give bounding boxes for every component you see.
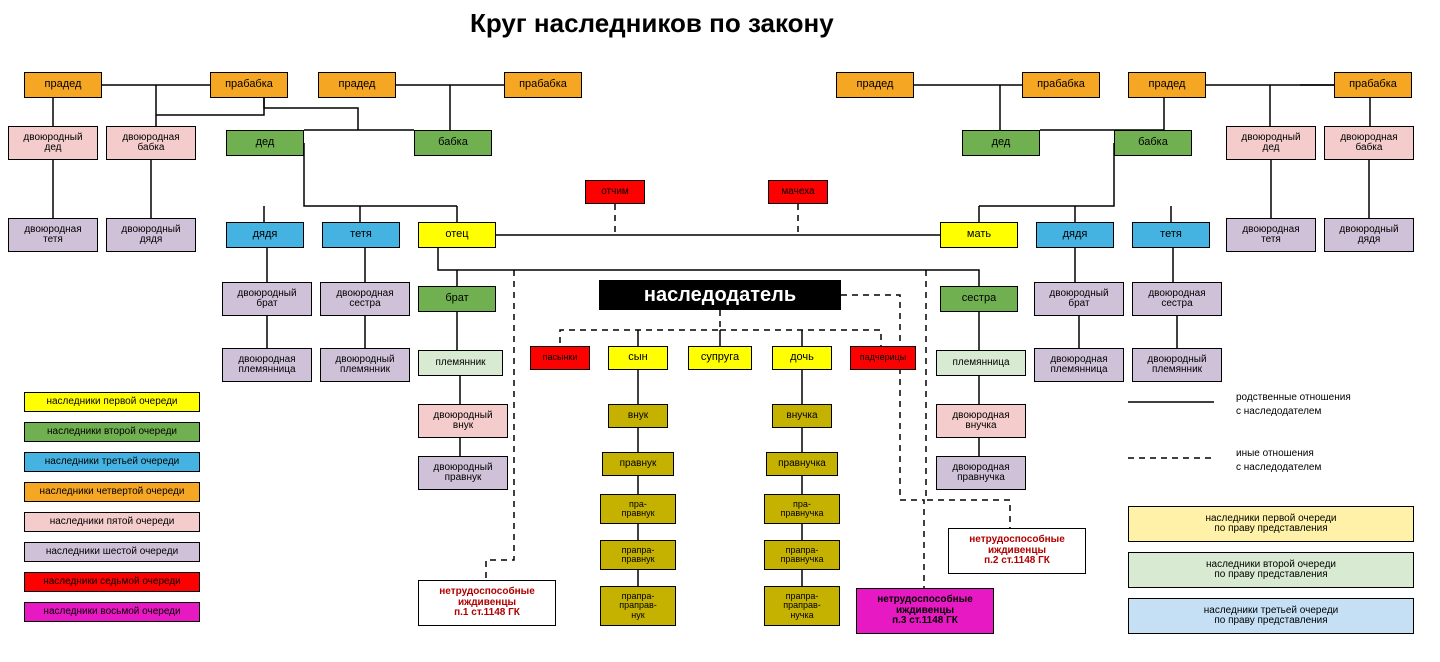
node-dt1: двоюроднаятетя <box>8 218 98 252</box>
node-ded1: дед <box>226 130 304 156</box>
edge-36 <box>560 310 720 346</box>
legend-right-0: наследники первой очередипо праву предст… <box>1128 506 1414 542</box>
node-sup: супруга <box>688 346 752 370</box>
node-p3b: прабабка <box>1022 72 1100 98</box>
legend-line-text-1-b: с наследодателем <box>1236 462 1321 473</box>
node-dya2: дядя <box>1036 222 1114 248</box>
node-p4a: прадед <box>1128 72 1206 98</box>
node-dya1: дядя <box>226 222 304 248</box>
node-pp2: пра-правнучка <box>764 494 840 524</box>
node-tet2: тетя <box>1132 222 1210 248</box>
node-plemn: племянница <box>936 350 1026 376</box>
node-iz3: нетрудоспособныеиждивенцып.3 ст.1148 ГК <box>856 588 994 634</box>
diagram-stage: { "title": {"text":"Круг наследников по … <box>0 0 1440 662</box>
legend-left-7: наследники восьмой очереди <box>24 602 200 622</box>
node-bab1: бабка <box>414 130 492 156</box>
node-dse2: двоюроднаясестра <box>1132 282 1222 316</box>
node-pppp1: прапра-праправ-нук <box>600 586 676 626</box>
node-dbr2: двоюродныйбрат <box>1034 282 1124 316</box>
edge-63 <box>841 295 924 588</box>
legend-line-text-1-a: иные отношения <box>1236 448 1314 459</box>
node-brat: брат <box>418 286 496 312</box>
node-ded2: дед <box>962 130 1040 156</box>
legend-left-5: наследники шестой очереди <box>24 542 200 562</box>
legend-line-text-0-a: родственные отношения <box>1236 392 1351 403</box>
node-db2: двоюроднаябабка <box>1324 126 1414 160</box>
node-syn: сын <box>608 346 668 370</box>
legend-left-6: наследники седьмой очереди <box>24 572 200 592</box>
node-pp1: пра-правнук <box>600 494 676 524</box>
node-ma: мачеха <box>768 180 828 204</box>
node-dpl1: двоюроднаяплемянница <box>222 348 312 382</box>
node-ppp2: прапра-правнучка <box>764 540 840 570</box>
node-dt2: двоюроднаятетя <box>1226 218 1316 252</box>
node-dple1: двоюродныйплемянник <box>320 348 410 382</box>
diagram-title: Круг наследников по закону <box>470 8 834 39</box>
node-p2a: прадед <box>318 72 396 98</box>
node-bab2: бабка <box>1114 130 1192 156</box>
node-vnuk: внук <box>608 404 668 428</box>
node-pas: пасынки <box>530 346 590 370</box>
edge-37 <box>720 330 881 346</box>
node-p1a: прадед <box>24 72 102 98</box>
legend-left-3: наследники четвертой очереди <box>24 482 200 502</box>
node-ddy1: двоюродныйдядя <box>106 218 196 252</box>
node-dpr: двоюродныйправнук <box>418 456 508 490</box>
node-iz1: нетрудоспособныеиждивенцып.1 ст.1148 ГК <box>418 580 556 626</box>
edge-5 <box>156 98 264 115</box>
node-doc: дочь <box>772 346 832 370</box>
node-dvn2: двоюроднаявнучка <box>936 404 1026 438</box>
node-ot: отчим <box>585 180 645 204</box>
legend-left-0: наследники первой очереди <box>24 392 200 412</box>
legend-right-2: наследники третьей очередипо праву предс… <box>1128 598 1414 634</box>
node-sest: сестра <box>940 286 1018 312</box>
legend-line-text-0-b: с наследодателем <box>1236 406 1321 417</box>
node-pppp2: прапра-праправ-нучка <box>764 586 840 626</box>
edge-7 <box>264 98 358 130</box>
node-iz2: нетрудоспособныеиждивенцып.2 ст.1148 ГК <box>948 528 1086 574</box>
node-dbr1: двоюродныйбрат <box>222 282 312 316</box>
node-ddy2: двоюродныйдядя <box>1324 218 1414 252</box>
node-dd1: двоюродныйдед <box>8 126 98 160</box>
node-p3a: прадед <box>836 72 914 98</box>
legend-left-4: наследники пятой очереди <box>24 512 200 532</box>
legend-left-1: наследники второй очереди <box>24 422 200 442</box>
node-tet1: тетя <box>322 222 400 248</box>
node-db1: двоюроднаябабка <box>106 126 196 160</box>
node-dple2: двоюродныйплемянник <box>1132 348 1222 382</box>
node-mat: мать <box>940 222 1018 248</box>
legend-right-1: наследники второй очередипо праву предст… <box>1128 552 1414 588</box>
node-ppp1: прапра-правнук <box>600 540 676 570</box>
node-prav2: правнучка <box>766 452 838 476</box>
node-pad: падчерицы <box>850 346 916 370</box>
node-dse1: двоюроднаясестра <box>320 282 410 316</box>
node-dd2: двоюродныйдед <box>1226 126 1316 160</box>
node-dpl2: двоюроднаяплемянница <box>1034 348 1124 382</box>
node-t: наследодатель <box>599 280 841 310</box>
node-vnuch: внучка <box>772 404 832 428</box>
node-otec: отец <box>418 222 496 248</box>
node-p4b: прабабка <box>1334 72 1412 98</box>
legend-left-2: наследники третьей очереди <box>24 452 200 472</box>
node-dpr2: двоюроднаяправнучка <box>936 456 1026 490</box>
node-p1b: прабабка <box>210 72 288 98</box>
node-p2b: прабабка <box>504 72 582 98</box>
node-dvn: двоюродныйвнук <box>418 404 508 438</box>
node-prav: правнук <box>602 452 674 476</box>
node-plem: племянник <box>418 350 503 376</box>
